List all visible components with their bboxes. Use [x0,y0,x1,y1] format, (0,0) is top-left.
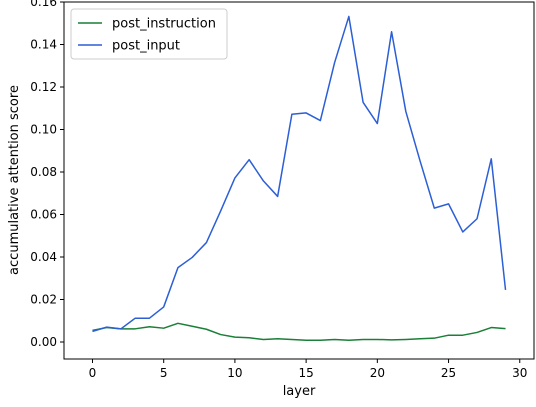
y-tick-label: 0.12 [30,80,57,94]
x-tick-label: 5 [160,366,168,380]
y-tick-label: 0.08 [30,165,57,179]
y-tick-label: 0.14 [30,38,57,52]
x-tick-label: 25 [441,366,456,380]
legend: post_instruction post_input [70,8,228,60]
y-tick-label: 0.16 [30,0,57,9]
y-tick-label: 0.10 [30,123,57,137]
legend-label-post-input: post_input [112,39,180,54]
y-tick-label: 0.02 [30,293,57,307]
x-tick-label: 0 [89,366,97,380]
plot-frame [63,1,535,360]
x-axis-label: layer [283,384,316,399]
x-axis: 0 5 10 15 20 25 30 [89,359,527,380]
y-axis: 0.00 0.02 0.04 0.06 0.08 0.10 0.12 0.14 0.16 [30,0,64,349]
series-line-post-input [92,15,507,333]
y-axis-label: accumulative attention score [7,85,22,275]
series-layer [92,15,507,342]
legend-label-post-instruction: post_instruction [112,17,216,32]
x-tick-label: 30 [512,366,527,380]
legend-box [70,8,228,60]
x-tick-label: 15 [298,366,313,380]
y-tick-label: 0.06 [30,208,57,222]
series-line-post-instruction [92,322,506,342]
y-tick-label: 0.00 [30,335,57,349]
x-tick-label: 10 [227,366,242,380]
y-tick-label: 0.04 [30,250,57,264]
x-tick-label: 20 [370,366,385,380]
